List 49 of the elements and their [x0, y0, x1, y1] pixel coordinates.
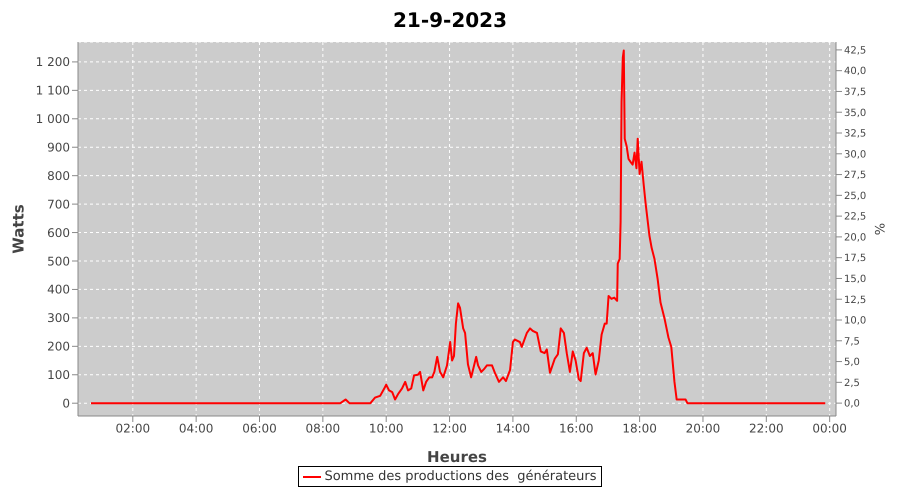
y2-tick-label: 2,5 — [844, 378, 860, 389]
y2-tick-label: 15,0 — [844, 274, 866, 285]
y2-axis-title: % — [874, 222, 889, 236]
y-axis-title: Watts — [9, 204, 28, 254]
x-tick-label: 14:00 — [496, 422, 530, 436]
y2-tick-label: 0,0 — [844, 398, 860, 410]
x-tick-label: 22:00 — [749, 422, 784, 436]
x-tick-label: 10:00 — [368, 422, 404, 436]
x-tick-label: 04:00 — [178, 422, 214, 436]
y2-tick-label: 7,5 — [844, 336, 860, 348]
y-tick-label: 300 — [47, 311, 70, 326]
y-tick-label: 200 — [47, 340, 70, 354]
x-tick-label: 20:00 — [686, 422, 720, 436]
legend-label: Somme des productions des générateurs — [323, 469, 597, 484]
y2-tick-label: 20,0 — [844, 232, 866, 244]
y-tick-label: 1 200 — [36, 55, 70, 70]
y2-tick-label: 17,5 — [844, 253, 866, 264]
y-tick-label: 400 — [47, 282, 70, 297]
y-tick-label: 100 — [47, 368, 70, 382]
y-tick-label: 1 100 — [36, 84, 70, 98]
y2-tick-label: 35,0 — [844, 108, 866, 119]
y2-tick-label: 10,0 — [844, 316, 866, 327]
chart-title: 21-9-2023 — [392, 8, 508, 34]
y2-tick-label: 27,5 — [844, 170, 866, 182]
y2-tick-label: 25,0 — [844, 190, 866, 202]
y2-tick-label: 12,5 — [844, 294, 866, 306]
y2-tick-label: 32,5 — [844, 128, 866, 140]
y-tick-label: 800 — [47, 168, 70, 183]
y2-tick-label: 42,5 — [844, 45, 866, 56]
x-tick-label: 16:00 — [558, 422, 594, 436]
x-tick-label: 18:00 — [622, 422, 657, 436]
line-series — [90, 50, 826, 404]
y-tick-label: 500 — [47, 254, 70, 268]
x-tick-label: 00:00 — [812, 422, 847, 436]
x-tick-label: 08:00 — [306, 422, 340, 436]
y2-tick-label: 37,5 — [844, 87, 866, 98]
y2-tick-label: 22,5 — [844, 212, 866, 223]
y-tick-label: 700 — [47, 197, 70, 212]
y-tick-label: 0 — [62, 396, 70, 410]
x-tick-label: 06:00 — [242, 422, 277, 436]
y-tick-label: 900 — [47, 140, 70, 154]
y2-tick-label: 40,0 — [844, 66, 866, 78]
y2-tick-label: 5,0 — [844, 357, 860, 368]
x-tick-label: 12:00 — [432, 422, 467, 436]
y-tick-label: 1 000 — [36, 112, 70, 126]
y-tick-label: 600 — [47, 226, 70, 240]
x-axis-title: Heures — [427, 448, 488, 466]
x-tick-label: 02:00 — [116, 422, 150, 436]
y2-tick-label: 30,0 — [844, 149, 866, 160]
